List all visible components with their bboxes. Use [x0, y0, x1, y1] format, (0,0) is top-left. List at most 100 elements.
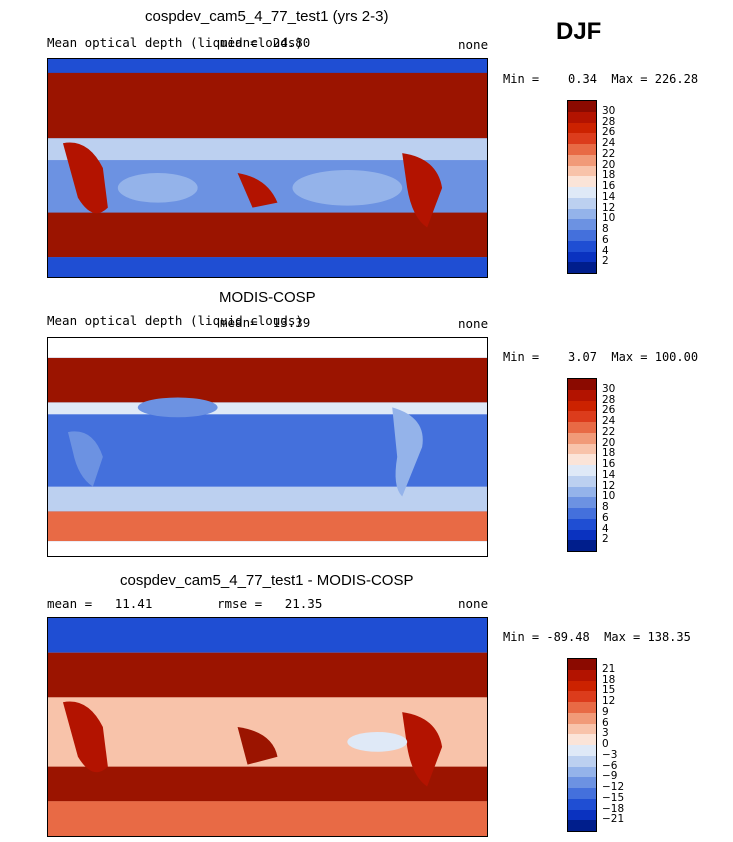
colorbar-tick-label: 28: [602, 393, 616, 406]
colorbar-tick-label: 20: [602, 436, 616, 449]
colorbar-tick-label: 12: [602, 201, 616, 214]
colorbar-tick-label: 14: [602, 190, 616, 203]
colorbar-segment: [568, 465, 596, 476]
colorbar-segment: [568, 659, 596, 670]
colorbar-tick-label: 4: [602, 522, 609, 535]
colorbar-segment: [568, 133, 596, 144]
colorbar-segment: [568, 379, 596, 390]
panel-3-mean: mean = 11.41: [47, 596, 153, 611]
colorbar-segment: [568, 443, 596, 455]
panel-1-variable: Mean optical depth (liquid clouds): [47, 35, 303, 50]
colorbar-segment: [568, 422, 596, 433]
colorbar-segment: [568, 475, 596, 487]
colorbar-segment: [568, 400, 596, 412]
colorbar-segment: [568, 669, 596, 681]
panel-1-units: none: [458, 37, 489, 52]
colorbar-tick-label: 30: [602, 382, 616, 395]
colorbar-tick-label: −15: [602, 791, 625, 804]
panel-1-title: cospdev_cam5_4_77_test1 (yrs 2-3): [145, 8, 389, 25]
colorbar-tick-label: 20: [602, 158, 616, 171]
panel-3-colorbar: [567, 658, 597, 832]
colorbar-tick-label: 15: [602, 684, 616, 697]
colorbar-tick-label: 0: [602, 738, 609, 750]
panel-3-minmax: Min = -89.48 Max = 138.35: [503, 630, 691, 644]
colorbar-segment: [568, 820, 596, 831]
colorbar-tick-label: 8: [602, 223, 609, 235]
colorbar-segment: [568, 809, 596, 821]
colorbar-tick-label: −6: [602, 759, 618, 772]
season-label: DJF: [556, 18, 602, 45]
colorbar-segment: [568, 529, 596, 541]
panel-2-mean: mean= 13.39: [220, 315, 311, 330]
colorbar-tick-label: 6: [602, 233, 609, 246]
panel-1-colorbar: [567, 100, 597, 274]
colorbar-tick-label: 6: [602, 716, 609, 729]
panel-3-rmse: rmse = 21.35: [217, 596, 323, 611]
colorbar-segment: [568, 197, 596, 209]
colorbar-segment: [568, 497, 596, 508]
colorbar-segment: [568, 691, 596, 702]
colorbar-tick-label: 10: [602, 490, 616, 503]
colorbar-segment: [568, 219, 596, 230]
colorbar-tick-label: 8: [602, 501, 609, 513]
panel-2-colorbar: [567, 378, 597, 552]
panel-2-map: [47, 337, 488, 557]
colorbar-tick-label: 9: [602, 705, 609, 718]
colorbar-segment: [568, 122, 596, 134]
colorbar-segment: [568, 486, 596, 498]
colorbar-tick-label: 12: [602, 479, 616, 492]
colorbar-segment: [568, 755, 596, 767]
panel-1-minmax: Min = 0.34 Max = 226.28: [503, 72, 699, 86]
colorbar-segment: [568, 518, 596, 530]
colorbar-segment: [568, 766, 596, 778]
colorbar-tick-label: 10: [602, 212, 616, 225]
colorbar-tick-label: 26: [602, 126, 616, 139]
panel-3-map: [47, 617, 488, 837]
colorbar-tick-label: 2: [602, 255, 609, 268]
colorbar-tick-label: 16: [602, 180, 616, 192]
colorbar-segment: [568, 777, 596, 788]
colorbar-segment: [568, 712, 596, 724]
panel-3-units: none: [458, 596, 489, 611]
colorbar-segment: [568, 745, 596, 756]
colorbar-tick-label: 14: [602, 468, 616, 481]
colorbar-tick-label: −21: [602, 813, 625, 826]
colorbar-segment: [568, 411, 596, 422]
colorbar-segment: [568, 154, 596, 166]
panel-3-title: cospdev_cam5_4_77_test1 - MODIS-COSP: [120, 572, 414, 589]
colorbar-segment: [568, 798, 596, 810]
colorbar-tick-label: 21: [602, 662, 616, 675]
colorbar-tick-label: −18: [602, 802, 625, 815]
panel-2-variable: Mean optical depth (liquid clouds): [47, 313, 303, 328]
colorbar-tick-label: −3: [602, 748, 618, 761]
colorbar-segment: [568, 389, 596, 401]
colorbar-tick-label: 6: [602, 511, 609, 524]
colorbar-tick-label: 12: [602, 695, 616, 707]
colorbar-tick-label: 24: [602, 137, 616, 149]
colorbar-segment: [568, 111, 596, 123]
panel-1-map: [47, 58, 488, 278]
colorbar-segment: [568, 230, 596, 241]
colorbar-segment: [568, 176, 596, 187]
colorbar-tick-label: 3: [602, 727, 609, 740]
colorbar-segment: [568, 454, 596, 465]
colorbar-tick-label: 22: [602, 147, 616, 160]
colorbar-tick-label: 2: [602, 533, 609, 546]
colorbar-segment: [568, 208, 596, 220]
colorbar-segment: [568, 187, 596, 198]
colorbar-segment: [568, 165, 596, 177]
colorbar-segment: [568, 680, 596, 692]
colorbar-tick-label: 24: [602, 415, 616, 427]
colorbar-segment: [568, 240, 596, 252]
colorbar-tick-label: 18: [602, 169, 616, 182]
panel-1-mean: mean= 24.80: [220, 35, 311, 50]
colorbar-segment: [568, 508, 596, 519]
panel-2-title: MODIS-COSP: [219, 289, 316, 306]
colorbar-tick-label: 26: [602, 404, 616, 417]
colorbar-segment: [568, 144, 596, 155]
colorbar-tick-label: 30: [602, 104, 616, 117]
colorbar-tick-label: 18: [602, 673, 616, 686]
colorbar-tick-label: 18: [602, 447, 616, 460]
colorbar-tick-label: 22: [602, 425, 616, 438]
colorbar-tick-label: 16: [602, 458, 616, 470]
